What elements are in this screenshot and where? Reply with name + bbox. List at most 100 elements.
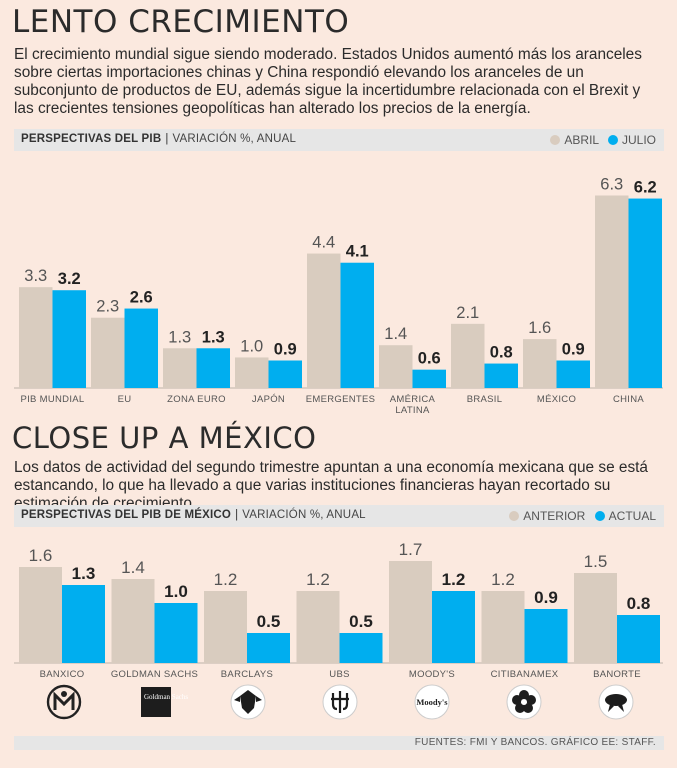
data-label-anterior-goldman-sachs: 1.4 [121,558,145,577]
data-label-julio-japon: 0.9 [274,341,297,359]
data-label-julio-zona-euro: 1.3 [202,328,225,346]
source-note: FUENTES: FMI Y BANCOS. GRÁFICO EE: STAFF… [14,736,664,750]
bar-abril-pib-mundial [19,287,53,388]
bar-abril-emergentes [307,253,341,388]
bar-actual-ubs [339,633,383,663]
bar-actual-citibanamex [524,609,568,663]
x-tick-label-barclays: BARCLAYS [221,669,273,680]
bar-abril-america-latina [379,345,413,388]
chart1-plot: 3.3 3.2 PIB MUNDIAL 2.3 2.6 EU 1.3 1.3 ZONA EURO… [14,176,663,416]
legend-swatch-gray [509,511,520,521]
data-label-abril-eu: 2.3 [96,298,119,316]
bar-abril-zona-euro [163,348,197,388]
bar-julio-japon [268,360,302,388]
bar-abril-eu [91,317,125,388]
x-tick-label-china: CHINA [613,394,644,405]
legend-swatch-gray [550,135,561,145]
data-label-abril-zona-euro: 1.3 [168,328,191,346]
bar-abril-japon [235,357,269,388]
x-tick-label-banorte: BANORTE [593,669,641,680]
chart1-header-label: PERSPECTIVAS DEL PIB | VARIACIÓN %, ANUAL [21,133,297,145]
bar-julio-mexico [556,360,590,388]
chart2-plot: 1.6 1.3 BANXICO 1.4 1.0 GOLDMAN SACHS 1.2 0.5 BA… [14,540,663,680]
bar-anterior-banorte [574,573,617,663]
data-label-julio-america-latina: 0.6 [418,350,441,368]
x-tick-label-america-latina-2: LATINA [395,405,430,416]
barclays-logo-icon [228,682,268,722]
goldman-sachs-logo-text: Goldman Sachs [144,693,188,701]
banxico-logo-icon [44,682,84,722]
bar-abril-brasil [451,323,485,388]
chart2-legend: ANTERIOR ACTUAL [503,509,656,523]
data-label-anterior-barclays: 1.2 [214,570,238,589]
data-label-actual-citibanamex: 0.9 [534,588,558,607]
data-label-abril-america-latina: 1.4 [384,325,407,343]
data-label-actual-moody-s: 1.2 [442,570,466,589]
data-label-actual-banxico: 1.3 [72,564,96,583]
x-tick-label-brasil: BRASIL [467,394,503,405]
data-label-julio-eu: 2.6 [130,289,153,307]
data-label-abril-emergentes: 4.4 [312,234,335,252]
x-tick-label-pib-mundial: PIB MUNDIAL [20,394,84,405]
x-tick-label-citibanamex: CITIBANAMEX [491,669,559,680]
intro-text: El crecimiento mundial sigue siendo mode… [14,46,642,117]
moodys-logo-icon: Moody's [412,682,452,722]
data-label-actual-banorte: 0.8 [627,594,651,613]
data-label-anterior-citibanamex: 1.2 [491,570,515,589]
bar-anterior-goldman-sachs [111,579,155,663]
x-tick-label-eu: EU [118,394,132,405]
page-title: LENTO CRECIMIENTO [12,4,350,40]
bar-actual-banxico [62,585,105,663]
data-label-anterior-ubs: 1.2 [306,570,330,589]
banorte-logo-icon [596,682,636,722]
data-label-actual-goldman-sachs: 1.0 [164,582,188,601]
bar-anterior-moody-s [389,561,432,663]
x-tick-label-moody-s: MOODY'S [409,669,455,680]
bar-anterior-banxico [19,567,62,663]
x-tick-label-zona-euro: ZONA EURO [167,394,226,405]
data-label-julio-pib-mundial: 3.2 [58,270,81,288]
bar-julio-pib-mundial [52,290,86,388]
data-label-anterior-banorte: 1.5 [584,552,608,571]
bar-actual-moody-s [432,591,475,663]
data-label-julio-brasil: 0.8 [490,344,513,362]
data-label-actual-ubs: 0.5 [349,612,373,631]
chart1-legend: ABRIL JULIO [544,133,656,147]
data-label-julio-emergentes: 4.1 [346,243,369,261]
moodys-logo-text: Moody's [416,697,448,707]
bar-abril-china [595,195,629,388]
chart2-header-title: PERSPECTIVAS DEL PIB DE MÉXICO [21,509,232,521]
bar-actual-banorte [617,615,660,663]
x-tick-label-ubs: UBS [329,669,349,680]
x-tick-label-emergentes: EMERGENTES [306,394,376,405]
legend-swatch-blue [594,511,605,521]
chart1-header-title: PERSPECTIVAS DEL PIB [21,133,162,145]
data-label-anterior-moody-s: 1.7 [399,540,423,559]
x-tick-label-banxico: BANXICO [40,669,85,680]
citibanamex-logo-icon [504,682,544,722]
legend-swatch-blue [607,135,618,145]
bar-anterior-barclays [204,591,247,663]
data-label-actual-barclays: 0.5 [257,612,281,631]
x-tick-label-goldman-sachs: GOLDMAN SACHS [111,669,198,680]
bar-actual-barclays [247,633,290,663]
bar-anterior-citibanamex [481,591,525,663]
data-label-julio-china: 6.2 [634,179,657,197]
bar-julio-america-latina [412,369,446,388]
bar-julio-brasil [484,363,518,388]
chart1-header-subtitle: VARIACIÓN %, ANUAL [172,133,297,145]
chart1-header: PERSPECTIVAS DEL PIB | VARIACIÓN %, ANUAL … [14,129,664,151]
x-tick-label-america-latina-1: AMÉRICA [390,394,436,405]
bar-julio-eu [124,308,158,388]
data-label-abril-japon: 1.0 [240,337,263,355]
bar-anterior-ubs [296,591,340,663]
goldman-sachs-logo-icon: Goldman Sachs [136,682,188,722]
section2-title: CLOSE UP A MÉXICO [12,421,317,455]
legend-item-abril: ABRIL [550,133,599,147]
bar-julio-china [628,198,662,388]
legend-item-anterior: ANTERIOR [509,509,585,523]
data-label-abril-pib-mundial: 3.3 [24,267,47,285]
bar-actual-goldman-sachs [154,603,198,663]
chart2-header: PERSPECTIVAS DEL PIB DE MÉXICO | VARIACIÓN… [14,505,664,527]
data-label-abril-brasil: 2.1 [456,304,479,322]
